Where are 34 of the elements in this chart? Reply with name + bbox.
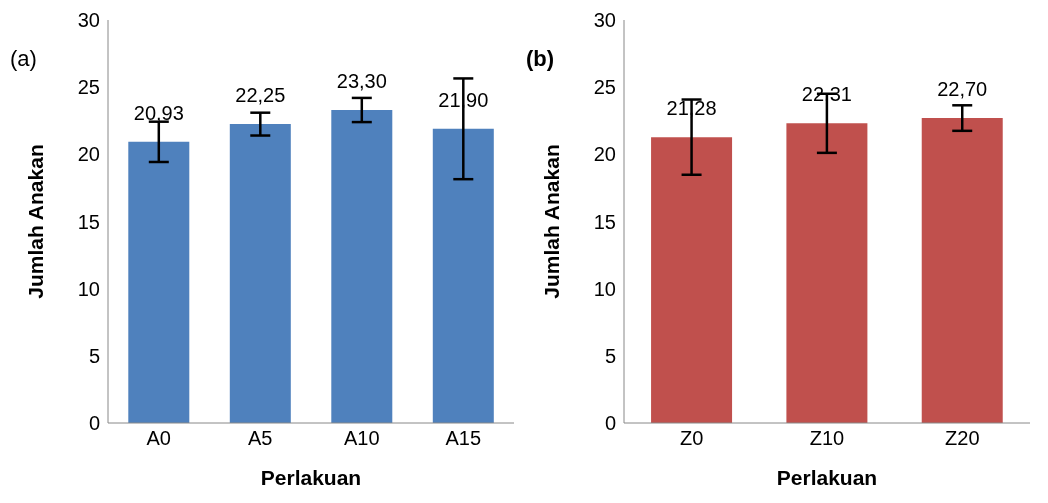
y-tick-label: 10 [77, 277, 100, 300]
data-label: 22,70 [937, 78, 988, 101]
bar [786, 123, 868, 423]
y-tick-label: 0 [88, 412, 100, 435]
y-tick-label: 15 [77, 210, 100, 233]
y-axis-title: Jumlah Anakan [540, 144, 564, 299]
x-tick-label: Z10 [809, 427, 845, 450]
bar [921, 118, 1003, 423]
y-tick-label: 5 [88, 344, 100, 367]
y-tick-label: 25 [593, 76, 616, 99]
bar [651, 137, 733, 423]
x-axis-title: Perlakuan [776, 466, 878, 489]
x-tick-label: A10 [343, 427, 380, 450]
y-tick-label: 10 [593, 277, 616, 300]
text: (b) [526, 46, 555, 72]
x-axis-title: Perlakuan [260, 466, 362, 489]
y-tick-label: 20 [593, 143, 616, 166]
data-label: 23,30 [336, 70, 387, 92]
x-tick-label: A5 [248, 427, 273, 450]
y-tick-label: 0 [604, 412, 616, 435]
x-tick-label: A0 [146, 427, 171, 450]
y-tick-label: 20 [77, 143, 100, 166]
y-tick-label: 15 [593, 210, 616, 233]
data-label: 20,93 [133, 101, 184, 124]
x-tick-label: Z0 [679, 427, 704, 450]
y-tick-label: 25 [77, 76, 100, 99]
y-axis-title: Jumlah Anakan [24, 144, 48, 299]
y-tick-label: 30 [77, 9, 100, 32]
y-tick-label: 30 [593, 9, 616, 32]
x-tick-label: Z20 [945, 427, 980, 450]
x-tick-label: A15 [445, 427, 482, 450]
text: (a) [10, 46, 37, 72]
y-tick-label: 5 [604, 344, 616, 367]
data-label: 22,25 [235, 84, 286, 107]
